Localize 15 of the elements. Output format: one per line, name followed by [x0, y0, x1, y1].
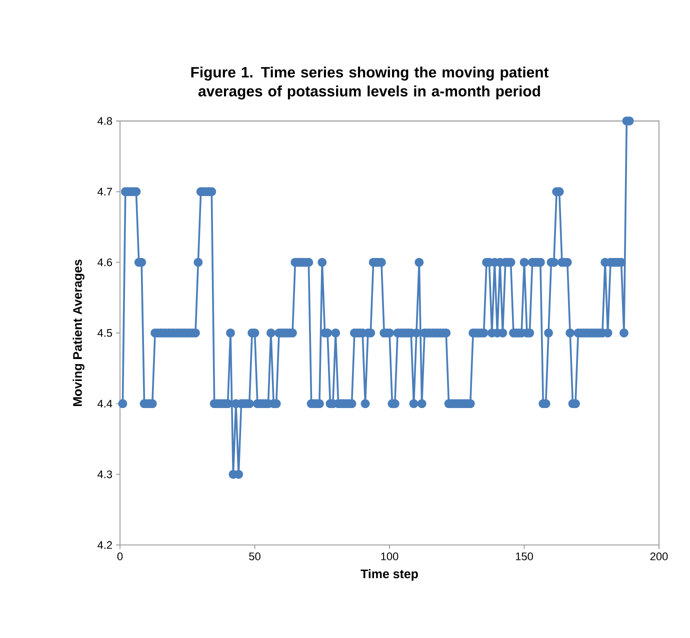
x-tick-label: 50 — [249, 552, 260, 560]
x-tick-label: 100 — [381, 552, 398, 560]
x-tick-label: 200 — [650, 552, 668, 560]
y-tick-label: 4.5 — [98, 329, 112, 337]
y-tick-label: 4.8 — [98, 117, 112, 125]
y-tick-label: 4.7 — [98, 188, 112, 196]
y-tick-label: 4.3 — [98, 470, 112, 478]
y-tick-label: 4.6 — [98, 258, 112, 266]
y-tick-label: 4.2 — [98, 541, 112, 549]
chart-title: Figure 1. Time series showing the moving patient averages of potassium levels in a-month period — [191, 66, 549, 100]
x-tick-label: 0 — [117, 552, 123, 560]
y-axis-title: Moving Patient Averages — [72, 260, 84, 406]
x-axis-title: Time step — [360, 569, 418, 581]
y-tick-label: 4.4 — [98, 400, 112, 408]
x-tick-label: 150 — [516, 552, 533, 560]
